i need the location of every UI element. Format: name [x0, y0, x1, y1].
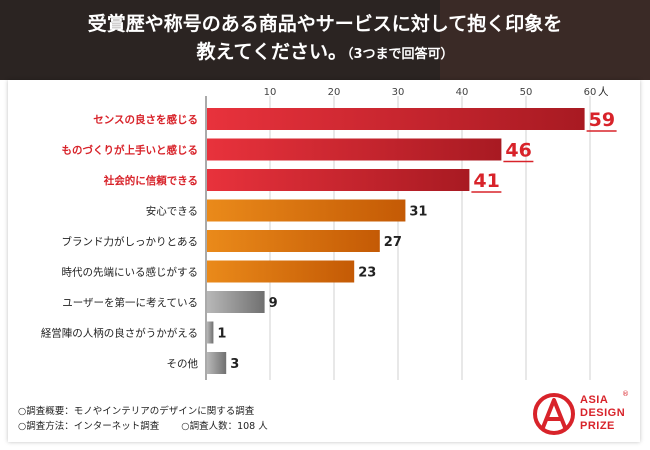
header-accent: [440, 0, 650, 80]
value-label: 1: [217, 327, 226, 342]
title-line-2-main: 教えてください。: [196, 41, 347, 63]
value-label: 41: [473, 170, 499, 192]
value-label: 59: [589, 109, 615, 131]
bar: [207, 138, 502, 161]
category-label: その他: [167, 357, 199, 370]
title-line-2: 教えてください。（3つまで回答可）: [0, 38, 650, 69]
survey-count: ○調査人数：108 人: [181, 421, 268, 432]
bar: [207, 230, 380, 252]
title-note: （3つまで回答可）: [346, 47, 454, 62]
category-label: センスの良さを感じる: [93, 113, 198, 126]
value-label: 9: [269, 296, 278, 311]
header-banner: 受賞歴や称号のある商品やサービスに対して抱く印象を 教えてください。（3つまで回…: [0, 0, 650, 80]
value-label: 23: [358, 266, 376, 281]
asia-design-prize-logo: ASIA DESIGN PRIZE ®: [532, 390, 632, 438]
category-label: ものづくりが上手いと感じる: [62, 144, 199, 157]
bar: [207, 169, 470, 191]
logo-word-asia: ASIA: [580, 394, 609, 406]
category-label: 安心できる: [146, 205, 198, 218]
x-tick-label: 20: [328, 87, 341, 98]
bar: [207, 291, 265, 313]
value-label: 3: [230, 357, 239, 372]
survey-method: ○調査方法：インターネット調査: [18, 421, 160, 432]
bar: [207, 352, 227, 374]
chart-title: 受賞歴や称号のある商品やサービスに対して抱く印象を 教えてください。（3つまで回…: [0, 10, 650, 69]
survey-overview: ○調査概要：モノやインテリアのデザインに関する調査: [18, 406, 255, 417]
logo-wordmark: ASIA DESIGN PRIZE: [580, 394, 625, 433]
category-label: 経営陣の人柄の良さがうかがえる: [41, 327, 198, 340]
x-tick-label: 30: [392, 87, 405, 98]
bar: [207, 260, 355, 283]
bar: [207, 108, 585, 130]
value-label: 46: [505, 140, 531, 162]
title-line-1: 受賞歴や称号のある商品やサービスに対して抱く印象を: [87, 13, 563, 35]
survey-notes: ○調査概要：モノやインテリアのデザインに関する調査 ○調査方法：インターネット調…: [18, 404, 268, 434]
bar: [207, 199, 406, 222]
x-tick-label: 40: [456, 87, 469, 98]
bar: [207, 321, 214, 344]
logo-word-design: DESIGN: [580, 407, 626, 419]
value-label: 31: [409, 205, 427, 220]
value-label: 27: [384, 235, 402, 250]
logo-mark-icon: [533, 393, 575, 435]
category-label: 社会的に信頼できる: [103, 174, 198, 187]
x-unit-label: 人: [598, 86, 609, 98]
category-label: 時代の先端にいる感じがする: [62, 266, 199, 279]
category-label: ユーザーを第一に考えている: [62, 296, 198, 309]
x-tick-label: 50: [520, 87, 533, 98]
x-tick-label: 60: [584, 87, 597, 98]
logo-registered-mark: ®: [622, 390, 629, 398]
category-label: ブランド力がしっかりとある: [62, 235, 199, 248]
survey-method-row: ○調査方法：インターネット調査 ○調査人数：108 人: [18, 419, 268, 434]
x-tick-label: 10: [264, 87, 277, 98]
logo-word-prize: PRIZE: [580, 420, 615, 432]
